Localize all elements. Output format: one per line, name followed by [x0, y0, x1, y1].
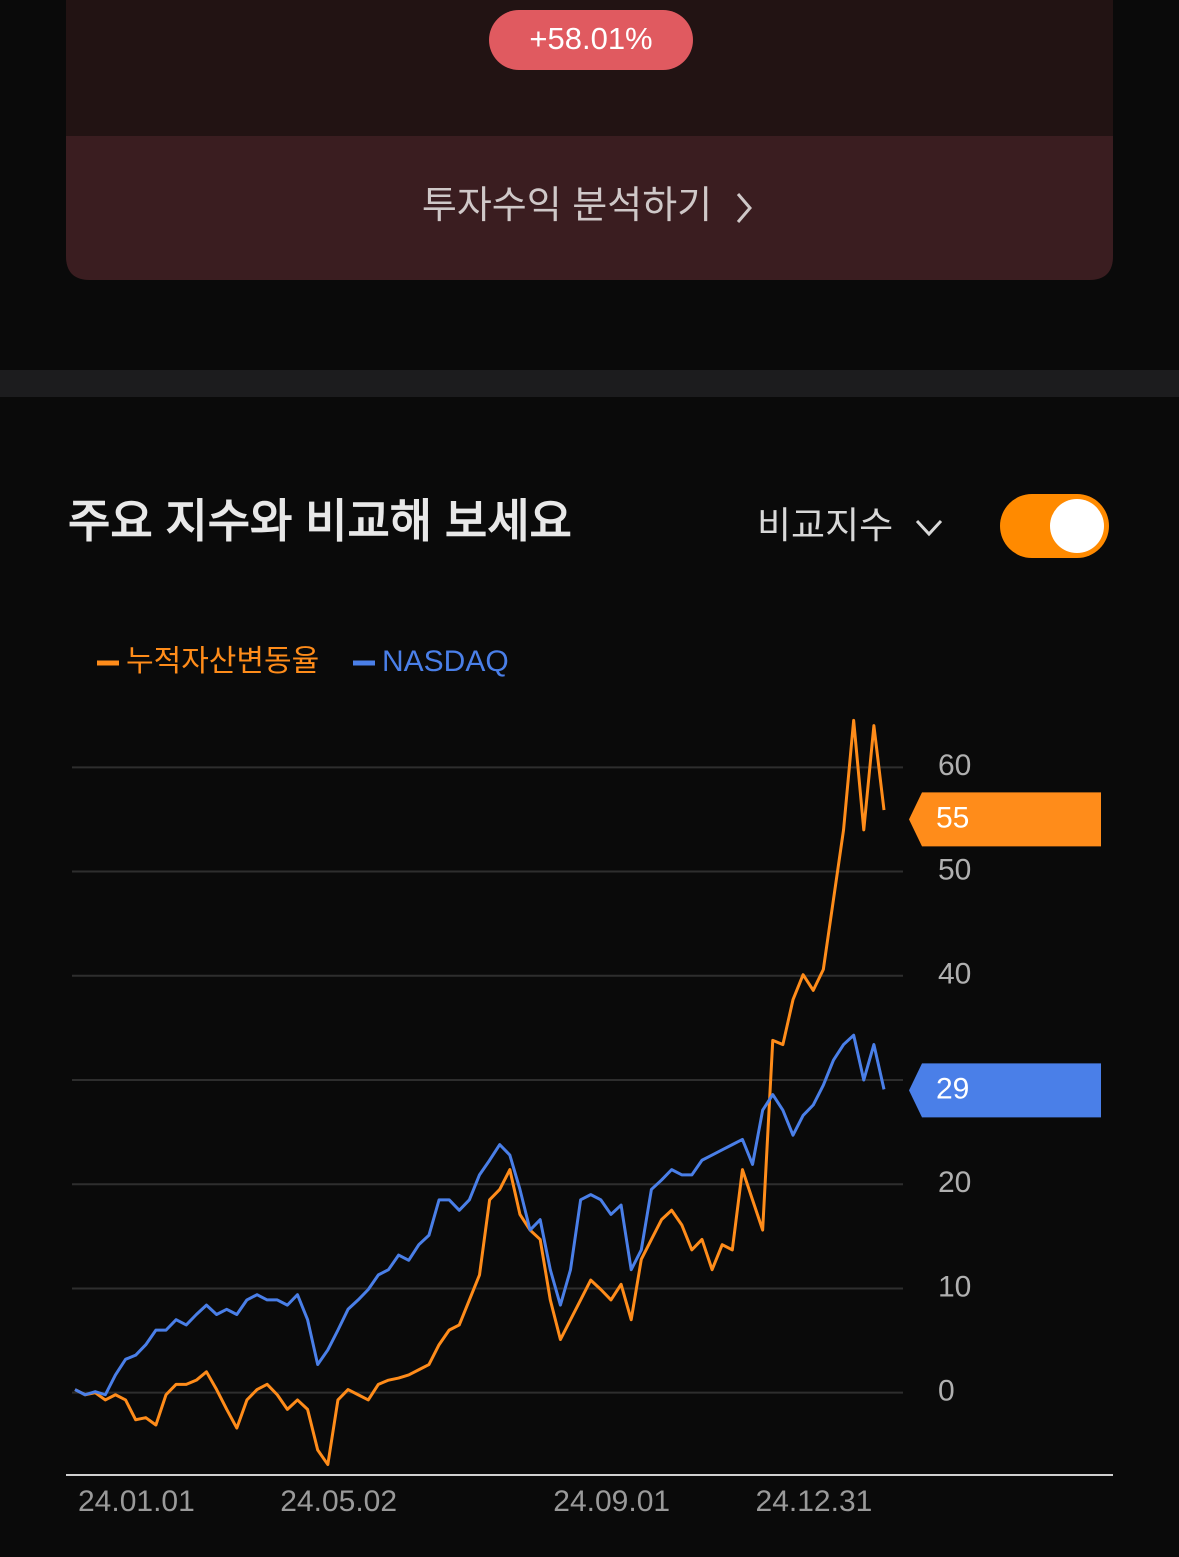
return-badge	[489, 10, 693, 70]
chevron-down	[915, 519, 943, 537]
compare-dropdown[interactable]: 비교지수	[757, 505, 893, 546]
y-tick-label: 50	[938, 853, 971, 886]
y-tick-label: 40	[938, 958, 971, 991]
return-text: +58.01%	[529, 21, 652, 56]
legend-label: NASDAQ	[382, 645, 509, 678]
current-value-label: 29	[936, 1072, 969, 1105]
section-title: 주요 지수와 비교해 보세요	[68, 495, 572, 547]
series-line	[74, 718, 886, 1467]
chevron-right	[736, 193, 752, 223]
toggle-knob	[1050, 499, 1104, 553]
series-line	[74, 1033, 886, 1397]
x-tick-label: 24.05.02	[280, 1485, 397, 1518]
y-tick-label: 0	[938, 1375, 955, 1408]
x-tick-label: 24.01.01	[78, 1485, 195, 1518]
separator	[0, 370, 1179, 397]
y-tick-label: 10	[938, 1270, 971, 1303]
y-tick-label: 60	[938, 749, 971, 782]
current-value-badge	[909, 792, 1101, 847]
x-tick-label: 24.12.31	[756, 1485, 873, 1518]
x-tick-label: 24.09.01	[553, 1485, 670, 1518]
analysis-button[interactable]	[66, 136, 1113, 280]
analysis-link[interactable]: 투자수익 분석하기	[422, 185, 712, 227]
y-tick-label: 20	[938, 1166, 971, 1199]
current-value-badge	[909, 1063, 1101, 1118]
legend-label: 누적자산변동율	[126, 645, 319, 678]
current-value-label: 55	[936, 801, 969, 834]
